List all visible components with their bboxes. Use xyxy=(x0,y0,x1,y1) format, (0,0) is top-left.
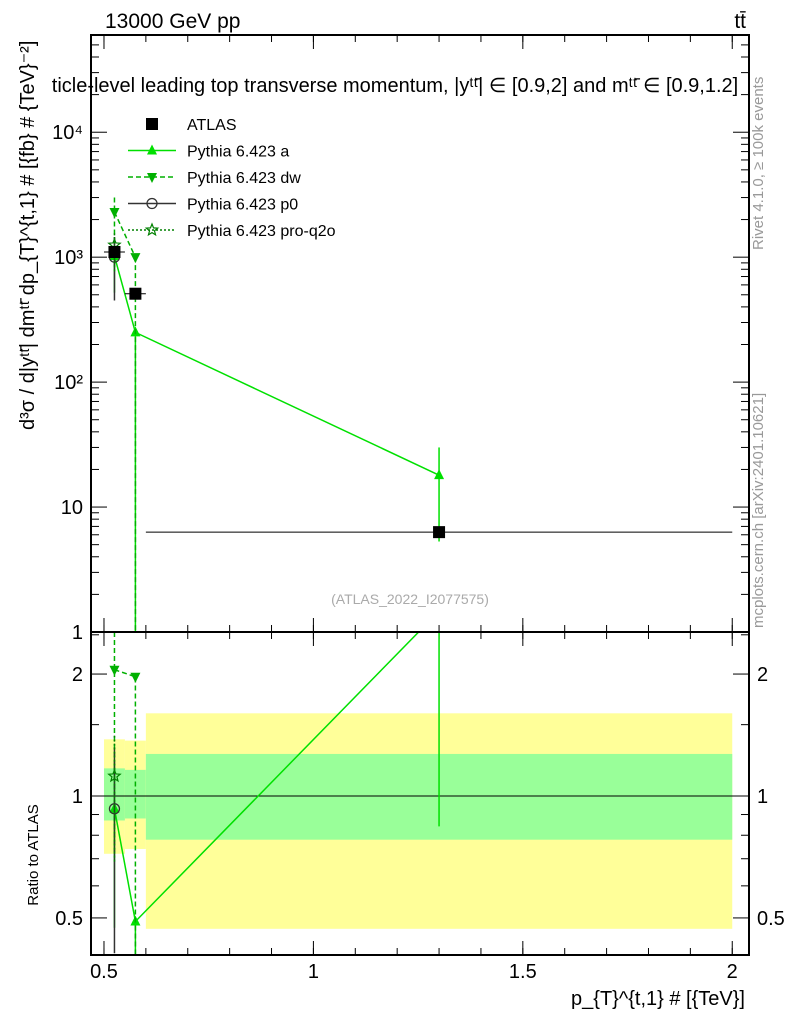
ratio-axis-label: Ratio to ATLAS xyxy=(25,804,42,905)
x-tick-label: 2 xyxy=(727,961,738,983)
chart-title: ticle-level leading top transverse momen… xyxy=(52,75,738,97)
series-marker xyxy=(130,253,141,264)
data-point xyxy=(129,287,142,300)
ratio-marker xyxy=(130,672,141,683)
legend-label: ATLAS xyxy=(187,117,237,134)
data-point xyxy=(433,526,446,539)
x-tick-label: 1.5 xyxy=(509,961,537,983)
y-tick-label: 10⁴ xyxy=(52,122,83,144)
ratio-marker xyxy=(109,665,120,676)
y-tick-label: 10² xyxy=(54,372,83,394)
header-left: 13000 GeV pp xyxy=(105,10,240,33)
mcplots-label: mcplots.cern.ch [arXiv:2401.10621] xyxy=(750,393,767,628)
ratio-marker xyxy=(107,768,122,783)
legend-label: Pythia 6.423 pro-q2o xyxy=(187,223,336,240)
ratio-tick-label: 2 xyxy=(72,664,83,686)
rivet-label: Rivet 4.1.0, ≥ 100k events xyxy=(750,77,767,250)
x-axis-label: p_{T}^{t,1} # [{TeV}] xyxy=(571,988,745,1010)
x-tick-label: 1 xyxy=(308,961,319,983)
legend-label: Pythia 6.423 a xyxy=(187,144,289,161)
ratio-tick-label-right: 2 xyxy=(757,664,768,686)
legend-marker xyxy=(146,197,158,210)
data-point xyxy=(108,245,121,258)
series-line xyxy=(113,211,137,258)
header-right: tt̄ xyxy=(734,10,746,33)
legend-marker xyxy=(147,173,157,183)
y-tick-label: 10 xyxy=(61,497,83,519)
ratio-tick-label: 0.5 xyxy=(55,908,83,930)
legend-label: Pythia 6.423 dw xyxy=(187,170,301,187)
analysis-label: (ATLAS_2022_I2077575) xyxy=(331,591,489,607)
ratio-tick-label-right: 0.5 xyxy=(757,908,785,930)
legend-marker xyxy=(147,144,157,155)
series-marker xyxy=(434,469,445,480)
legend-marker xyxy=(144,222,160,237)
ratio-tick-label: 1 xyxy=(72,786,83,808)
legend-marker xyxy=(146,118,158,130)
x-tick-label: 0.5 xyxy=(90,961,118,983)
y-tick-label: 1 xyxy=(72,622,83,644)
y-axis-label: d³σ / d|yᵗᵗ̄| dmᵗᵗ̄ dp_{T}^{t,1} # [{fb}… xyxy=(17,41,39,430)
ratio-tick-label-right: 1 xyxy=(757,786,768,808)
y-tick-label: 10³ xyxy=(54,247,83,269)
legend-label: Pythia 6.423 p0 xyxy=(187,197,298,214)
series-marker xyxy=(109,207,120,218)
ratio-frame xyxy=(90,631,750,956)
series-line xyxy=(113,255,440,476)
